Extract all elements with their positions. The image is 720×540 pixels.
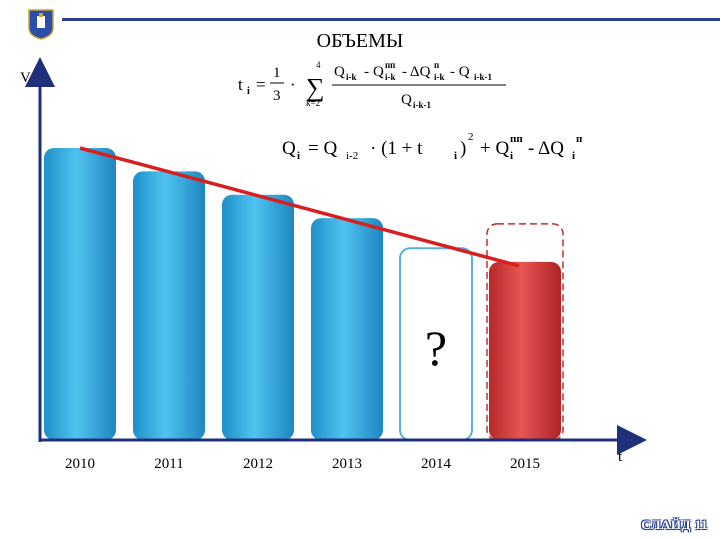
f2-close: ) <box>460 138 466 159</box>
x-tick-2015: 2015 <box>510 456 540 472</box>
f2-tail: - ΔQ <box>528 138 564 159</box>
x-axis-label: t <box>618 449 623 465</box>
f1-equals: = <box>256 75 266 94</box>
header-divider <box>62 18 720 21</box>
f2-tail-sub: i <box>572 150 575 162</box>
f1-sum-lower: k=2 <box>306 98 320 108</box>
x-tick-2013: 2013 <box>332 456 362 472</box>
bar-2015 <box>489 261 561 440</box>
f1-minus1: - <box>364 64 369 80</box>
f1-num-a-sub: i-k <box>346 72 357 82</box>
slide-number: СЛАЙД 11 <box>641 517 708 532</box>
f1-lhs-sub: i <box>247 86 250 97</box>
f2-mid-sub: i <box>454 150 457 162</box>
unknown-value-mark: ? <box>425 320 447 376</box>
bar-2012 <box>222 194 294 440</box>
f1-minus2: - ΔQ <box>402 64 431 80</box>
f1-num-b-sub: i-k <box>385 72 396 82</box>
f2-mid: · (1 + t <box>370 138 423 159</box>
f2-eq: = Q <box>308 138 337 159</box>
f1-frac-den: 3 <box>273 88 281 104</box>
f2-sq: 2 <box>468 131 474 143</box>
f1-den-sub: i-k-1 <box>413 100 432 110</box>
f2-lhs-sub: i <box>297 150 300 162</box>
x-tick-2010: 2010 <box>65 456 95 472</box>
f1-num-c-sup: п <box>434 60 439 70</box>
f1-minus3: - Q <box>450 64 470 80</box>
x-tick-2012: 2012 <box>243 456 273 472</box>
f1-num-d-sub: i-k-1 <box>474 72 493 82</box>
x-tick-2011: 2011 <box>154 456 183 472</box>
trend-line <box>79 146 520 268</box>
f2-lhs: Q <box>282 138 296 159</box>
f2-plus-sub: i <box>510 150 513 162</box>
f1-num-c-sub: i-k <box>434 72 445 82</box>
page-title: ОБЪЕМЫ <box>316 30 404 52</box>
f1-frac-num: 1 <box>273 65 281 81</box>
f1-lhs: t <box>238 75 243 94</box>
formula-t: t i = 1 3 · 4 ∑ k=2 Q i-k - Q пп i-k - Δ… <box>236 58 516 118</box>
bar-2010 <box>44 148 116 440</box>
x-tick-2014: 2014 <box>421 456 452 472</box>
f1-sum-symbol: ∑ <box>306 73 325 102</box>
y-axis-label: V <box>20 70 31 86</box>
f1-dot: · <box>290 75 296 94</box>
f2-tail-sup: п <box>576 133 583 145</box>
f2-plus: + Q <box>480 138 509 159</box>
f2-plus-sup: пп <box>510 133 523 145</box>
f1-sum-upper: 4 <box>316 60 321 70</box>
bar-2013 <box>311 218 383 440</box>
f2-eq-sub: i-2 <box>346 150 358 162</box>
f1-num-a: Q <box>334 64 345 80</box>
coat-of-arms-icon <box>28 9 54 40</box>
formula-q: Q i = Q i-2 · (1 + t i ) 2 + Q i пп - ΔQ… <box>282 128 602 168</box>
f1-num-b-sup: пп <box>385 60 395 70</box>
f1-num-b: Q <box>373 64 384 80</box>
f1-den: Q <box>401 92 412 108</box>
bar-2011 <box>133 171 205 441</box>
